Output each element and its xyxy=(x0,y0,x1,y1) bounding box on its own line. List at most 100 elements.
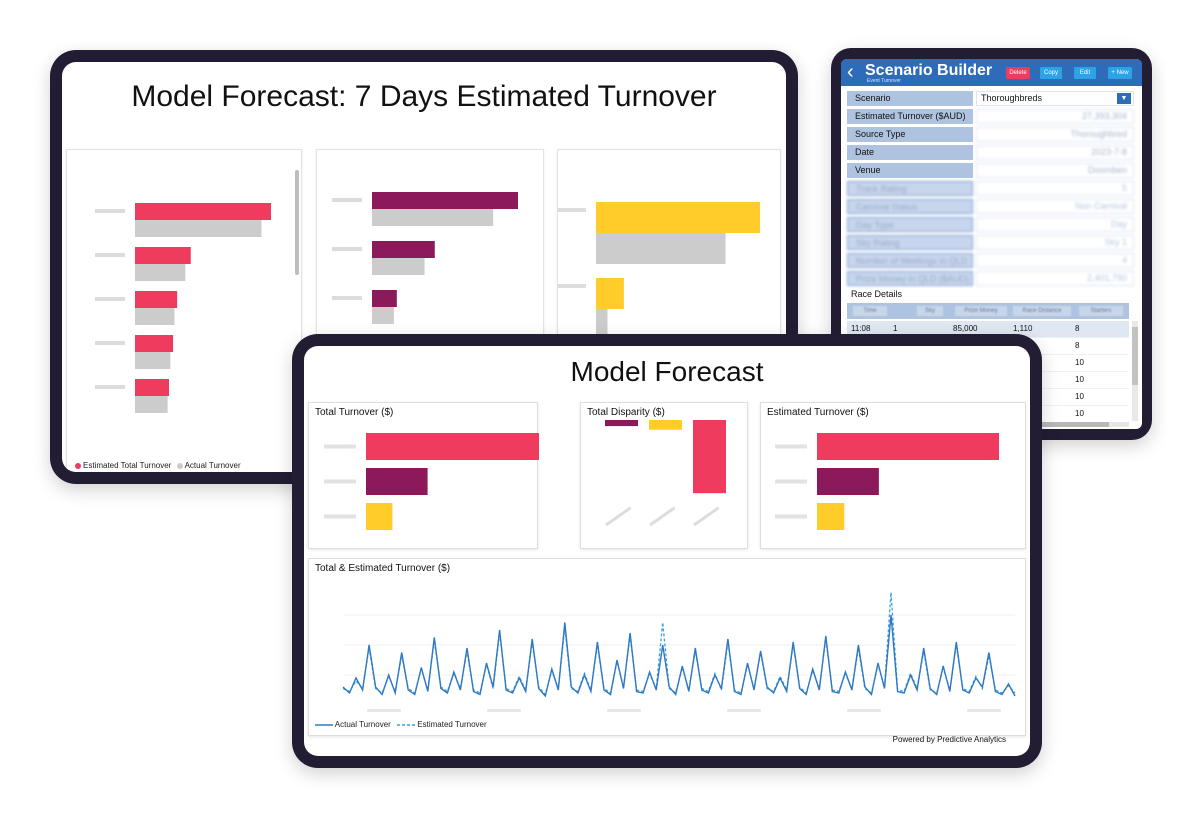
scenario-select[interactable]: Thoroughbreds ▼ xyxy=(976,91,1134,106)
field-value[interactable]: Non Carnival xyxy=(976,199,1134,214)
cell-starters: 10 xyxy=(1075,392,1084,401)
field-label: Scenario xyxy=(847,91,973,106)
x-tick-label-blurred xyxy=(967,709,1001,712)
x-tick-label-blurred xyxy=(367,709,401,712)
footer-credit: Powered by Predictive Analytics xyxy=(892,735,1006,744)
field-sky-rating: Sky Rating Sky 1 xyxy=(847,235,1134,250)
field-value[interactable]: 2,401,790 xyxy=(976,271,1134,286)
bar-series-1 xyxy=(596,278,624,309)
chart-panel-1: Estimated Total Turnover Actual Turnover xyxy=(66,149,302,472)
category-label-blurred xyxy=(324,514,356,519)
field-day-type: Day Type Day xyxy=(847,217,1134,232)
cell-starters: 10 xyxy=(1075,358,1084,367)
field-value[interactable]: Sky 1 xyxy=(976,235,1134,250)
card-title: Total Disparity ($) xyxy=(587,407,665,418)
legend-dot-actual xyxy=(176,462,183,469)
new-button[interactable]: + New xyxy=(1108,67,1132,79)
turnover-line-chart xyxy=(342,592,1016,712)
total-disparity-card: Total Disparity ($) xyxy=(580,402,748,549)
tablet-7-day-forecast: Model Forecast: 7 Days Estimated Turnove… xyxy=(50,50,798,484)
table-scrollbar[interactable] xyxy=(1132,321,1138,421)
disparity-bar xyxy=(693,420,726,494)
column-header[interactable]: Sky xyxy=(917,306,943,316)
field-source-type: Source Type Thoroughbred xyxy=(847,127,1134,142)
copy-button[interactable]: Copy xyxy=(1040,67,1062,79)
field-value[interactable]: 2023-7-8 xyxy=(976,145,1134,160)
field-prize-money-qld: Prize Money in QLD ($AUD) 2,401,790 xyxy=(847,271,1134,286)
x-tick-label-blurred xyxy=(607,709,641,712)
total-turnover-chart xyxy=(324,433,542,530)
column-header[interactable]: Starters xyxy=(1079,306,1123,316)
bar xyxy=(366,433,542,460)
scrollbar-thumb[interactable] xyxy=(1132,327,1138,385)
scenario-value: Thoroughbreds xyxy=(981,93,1043,103)
field-value[interactable]: 5 xyxy=(976,181,1134,196)
card-title: Total & Estimated Turnover ($) xyxy=(315,563,451,574)
estimated-turnover-card: Estimated Turnover ($) xyxy=(760,402,1026,549)
card-title: Estimated Turnover ($) xyxy=(767,407,869,418)
category-label-blurred xyxy=(95,253,125,257)
category-label-blurred xyxy=(775,444,807,449)
field-value[interactable]: 4 xyxy=(976,253,1134,268)
delete-button[interactable]: Delete xyxy=(1006,67,1030,79)
bar-series-1 xyxy=(135,379,169,396)
bar-series-1 xyxy=(135,335,174,352)
legend-estimated-label: Estimated Turnover xyxy=(417,720,487,729)
category-label-blurred xyxy=(556,284,586,288)
field-value[interactable]: 27,393,304 xyxy=(976,109,1134,124)
cell-time: 11:08 xyxy=(851,324,871,333)
column-header[interactable]: Prize Money xyxy=(955,306,1007,316)
legend-actual-label: Actual Turnover xyxy=(334,720,391,729)
chevron-down-icon[interactable]: ▼ xyxy=(1117,93,1131,104)
bar-series-1 xyxy=(372,192,518,209)
legend-actual-label: Actual Turnover xyxy=(184,461,241,470)
page-title: Model Forecast: 7 Days Estimated Turnove… xyxy=(131,80,717,113)
bar-series-2 xyxy=(372,258,425,275)
field-label: Estimated Turnover ($AUD) xyxy=(847,109,973,124)
legend-solid-line-icon xyxy=(315,724,333,726)
app-header: ‹ Scenario Builder Event Turnover Delete… xyxy=(841,59,1142,86)
bar-series-2 xyxy=(372,209,494,226)
category-label-blurred xyxy=(95,385,125,389)
field-value[interactable]: Doomben xyxy=(976,163,1134,178)
column-header[interactable]: Race Distance xyxy=(1013,306,1071,316)
category-label-blurred xyxy=(324,479,356,484)
category-label-blurred xyxy=(775,514,807,519)
tablet-model-forecast: Model Forecast Total Turnover ($) Total … xyxy=(292,334,1042,768)
harness-chart xyxy=(556,202,760,340)
panel-scrollbar[interactable] xyxy=(295,170,299,275)
bar xyxy=(817,468,879,495)
field-label: Track Rating xyxy=(847,181,973,196)
tablet-screen: Model Forecast: 7 Days Estimated Turnove… xyxy=(62,62,786,472)
bar-series-1 xyxy=(135,203,271,220)
field-value[interactable]: Thoroughbred xyxy=(976,127,1134,142)
back-chevron-icon[interactable]: ‹ xyxy=(847,61,854,83)
bar-series-1 xyxy=(372,241,435,258)
x-tick-label-blurred xyxy=(847,709,881,712)
category-label-blurred xyxy=(332,198,362,202)
total-disparity-chart xyxy=(605,420,726,527)
category-label-blurred xyxy=(95,209,125,213)
category-label-blurred xyxy=(605,506,632,527)
bar xyxy=(366,468,428,495)
bar-series-2 xyxy=(135,220,262,237)
legend-estimated-label: Estimated Total Turnover xyxy=(83,461,172,470)
category-label-blurred xyxy=(693,506,720,527)
column-header[interactable]: Time xyxy=(853,306,887,316)
field-carnival-status: Carnival Status Non Carnival xyxy=(847,199,1134,214)
category-label-blurred xyxy=(332,296,362,300)
cell-distance: 1,110 xyxy=(1013,324,1033,333)
estimated-turnover-chart xyxy=(775,433,999,530)
bar-series-2 xyxy=(135,264,186,281)
field-value[interactable]: Day xyxy=(976,217,1134,232)
field-track-rating: Track Rating 5 xyxy=(847,181,1134,196)
edit-button[interactable]: Edit xyxy=(1074,67,1096,79)
race-table-header: Time Sky Prize Money Race Distance Start… xyxy=(847,303,1129,319)
category-label-blurred xyxy=(649,506,676,527)
field-label: Day Type xyxy=(847,217,973,232)
chart-legend: Estimated Total Turnover Actual Turnover xyxy=(75,461,241,470)
line-chart-card: Total & Estimated Turnover ($) Actual Tu… xyxy=(308,558,1026,736)
bar-series-2 xyxy=(372,307,394,324)
bar-series-2 xyxy=(596,233,726,264)
